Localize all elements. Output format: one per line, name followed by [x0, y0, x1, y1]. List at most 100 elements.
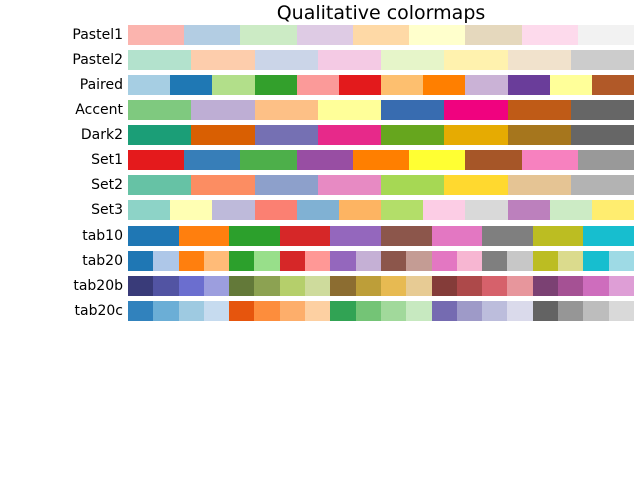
- color-swatch: [583, 226, 634, 246]
- color-swatch: [317, 175, 381, 195]
- colormap-label: Set2: [91, 177, 123, 193]
- colormap-label: Paired: [79, 77, 123, 93]
- colormap-swatch-strip: [128, 251, 634, 271]
- color-swatch: [317, 50, 381, 70]
- color-swatch: [229, 301, 255, 321]
- color-swatch: [532, 301, 559, 321]
- color-swatch: [456, 251, 483, 271]
- color-swatch: [381, 100, 445, 120]
- color-swatch: [482, 301, 508, 321]
- colormap-row: Set2: [0, 175, 640, 195]
- colormap-swatch-strip: [128, 226, 634, 246]
- color-swatch: [549, 200, 592, 220]
- color-swatch: [456, 301, 483, 321]
- color-swatch: [279, 301, 306, 321]
- color-swatch: [583, 301, 609, 321]
- color-swatch: [444, 50, 508, 70]
- colormap-row: Pastel1: [0, 25, 640, 45]
- color-swatch: [317, 125, 381, 145]
- color-swatch: [608, 276, 634, 296]
- color-swatch: [203, 301, 230, 321]
- colormap-row: tab20b: [0, 276, 640, 296]
- colormap-label: Dark2: [80, 127, 123, 143]
- color-swatch: [240, 150, 297, 170]
- color-swatch: [330, 301, 356, 321]
- color-swatch: [431, 226, 483, 246]
- color-swatch: [254, 100, 318, 120]
- color-swatch: [423, 75, 466, 95]
- color-swatch: [128, 175, 192, 195]
- color-swatch: [423, 200, 466, 220]
- colormap-row: Pastel2: [0, 50, 640, 70]
- color-swatch: [431, 251, 457, 271]
- color-swatch: [380, 251, 407, 271]
- color-swatch: [184, 150, 241, 170]
- color-swatch: [406, 251, 432, 271]
- colormap-swatch-strip: [128, 25, 634, 45]
- color-swatch: [128, 150, 185, 170]
- color-swatch: [153, 276, 179, 296]
- color-swatch: [128, 200, 171, 220]
- colormap-swatch-strip: [128, 276, 634, 296]
- color-swatch: [409, 25, 466, 45]
- color-swatch: [128, 226, 179, 246]
- color-swatch: [406, 301, 432, 321]
- color-swatch: [507, 276, 533, 296]
- color-swatch: [352, 150, 410, 170]
- colormap-swatch-strip: [128, 75, 635, 95]
- color-swatch: [191, 125, 255, 145]
- color-swatch: [128, 50, 192, 70]
- color-swatch: [128, 75, 171, 95]
- color-swatch: [170, 200, 213, 220]
- color-swatch: [577, 25, 634, 45]
- color-swatch: [191, 50, 255, 70]
- colormap-swatch-strip: [128, 100, 634, 120]
- colormap-swatch-strip: [128, 200, 635, 220]
- color-swatch: [296, 150, 353, 170]
- colormap-row: tab10: [0, 226, 640, 246]
- color-swatch: [178, 226, 230, 246]
- color-swatch: [381, 200, 424, 220]
- color-swatch: [296, 75, 339, 95]
- color-swatch: [128, 301, 154, 321]
- color-swatch: [570, 100, 634, 120]
- color-swatch: [240, 25, 297, 45]
- color-swatch: [254, 301, 280, 321]
- colormap-label: tab20b: [73, 278, 123, 294]
- color-swatch: [184, 25, 241, 45]
- color-swatch: [128, 276, 154, 296]
- color-swatch: [229, 251, 255, 271]
- color-swatch: [128, 251, 154, 271]
- color-swatch: [381, 75, 424, 95]
- color-swatch: [254, 276, 280, 296]
- color-swatch: [380, 301, 407, 321]
- color-swatch: [305, 301, 331, 321]
- color-swatch: [507, 75, 550, 95]
- color-swatch: [591, 200, 635, 220]
- colormap-row: tab20c: [0, 301, 640, 321]
- color-swatch: [330, 276, 356, 296]
- color-swatch: [558, 276, 584, 296]
- colormap-swatch-strip: [128, 50, 634, 70]
- color-swatch: [279, 226, 331, 246]
- color-swatch: [570, 50, 634, 70]
- color-swatch: [381, 50, 445, 70]
- color-swatch: [380, 276, 407, 296]
- color-swatch: [254, 50, 318, 70]
- color-swatch: [254, 75, 297, 95]
- color-swatch: [507, 200, 550, 220]
- colormap-swatch-strip: [128, 125, 634, 145]
- colormap-row: Paired: [0, 75, 640, 95]
- colormap-label: tab20: [82, 253, 123, 269]
- color-swatch: [406, 276, 432, 296]
- colormap-label: Set3: [91, 202, 123, 218]
- color-swatch: [203, 276, 230, 296]
- color-swatch: [507, 50, 571, 70]
- color-swatch: [456, 276, 483, 296]
- color-swatch: [558, 301, 584, 321]
- color-swatch: [570, 125, 634, 145]
- color-swatch: [532, 276, 559, 296]
- color-swatch: [507, 301, 533, 321]
- color-swatch: [178, 276, 204, 296]
- colormap-label: Pastel1: [72, 27, 123, 43]
